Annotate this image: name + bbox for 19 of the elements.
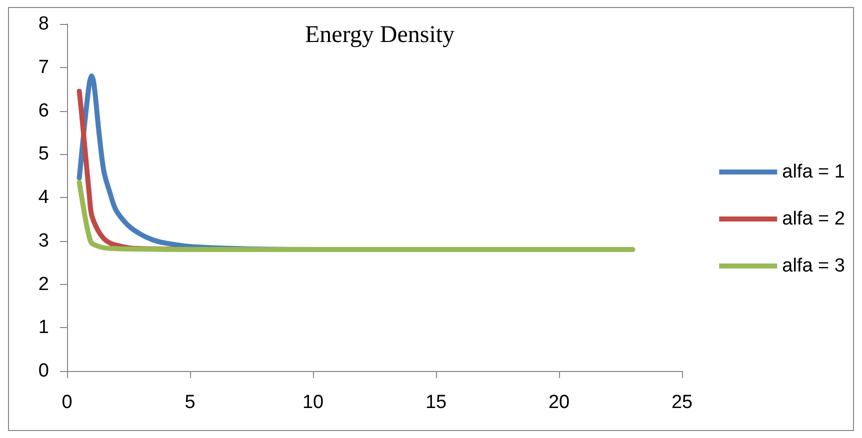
legend-label: alfa = 2 bbox=[782, 208, 846, 230]
y-tick-label: 2 bbox=[38, 274, 49, 295]
legend-label: alfa = 3 bbox=[782, 256, 846, 276]
x-tick-label: 20 bbox=[548, 392, 570, 413]
y-tick-label: 4 bbox=[38, 187, 50, 208]
x-tick-label: 10 bbox=[302, 392, 324, 413]
chart-title: Energy Density bbox=[305, 22, 455, 48]
y-tick-label: 1 bbox=[38, 317, 49, 338]
y-tick-label: 6 bbox=[38, 100, 49, 122]
y-tick-label: 5 bbox=[38, 144, 49, 165]
y-tick-label: 0 bbox=[38, 360, 49, 382]
x-tick-label: 0 bbox=[62, 392, 72, 413]
x-tick-label: 25 bbox=[671, 392, 693, 413]
y-tick-label: 7 bbox=[38, 56, 49, 78]
y-tick-label: 3 bbox=[38, 230, 49, 252]
x-tick-label: 15 bbox=[425, 392, 447, 413]
legend-label: alfa = 1 bbox=[782, 162, 846, 182]
y-tick-label: 8 bbox=[38, 14, 49, 34]
x-tick-label: 5 bbox=[184, 392, 196, 413]
